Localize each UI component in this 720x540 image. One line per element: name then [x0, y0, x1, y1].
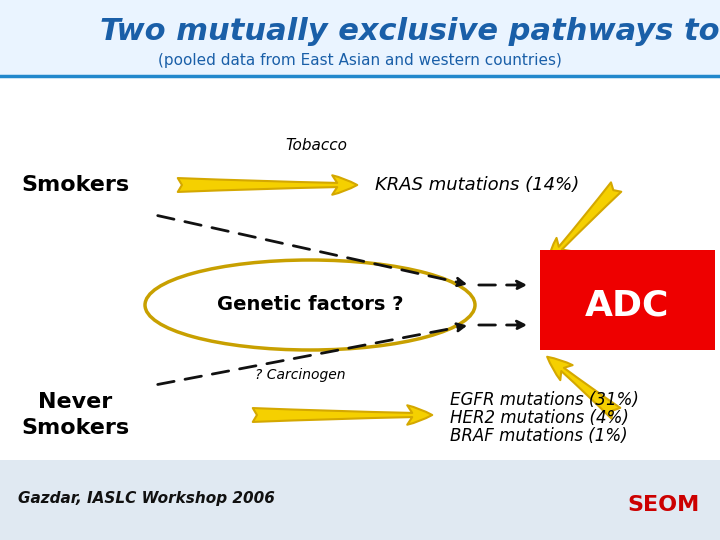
Text: HER2 mutations (4%): HER2 mutations (4%) [450, 409, 629, 427]
Text: KRAS mutations (14%): KRAS mutations (14%) [375, 176, 580, 194]
Text: Genetic factors ?: Genetic factors ? [217, 295, 403, 314]
Text: Smokers: Smokers [21, 175, 129, 195]
FancyBboxPatch shape [540, 250, 715, 350]
Text: SEOM: SEOM [628, 495, 700, 515]
FancyBboxPatch shape [0, 0, 720, 75]
Text: (pooled data from East Asian and western countries): (pooled data from East Asian and western… [158, 52, 562, 68]
Text: BRAF mutations (1%): BRAF mutations (1%) [450, 427, 628, 445]
Text: ? Carcinogen: ? Carcinogen [255, 368, 346, 382]
Text: EGFR mutations (31%): EGFR mutations (31%) [450, 391, 639, 409]
Text: ADC: ADC [585, 288, 669, 322]
Text: Gazdar, IASLC Workshop 2006: Gazdar, IASLC Workshop 2006 [18, 490, 275, 505]
Text: Tobacco: Tobacco [285, 138, 347, 152]
FancyBboxPatch shape [0, 460, 720, 540]
Text: Never
Smokers: Never Smokers [21, 392, 129, 438]
Ellipse shape [145, 260, 475, 350]
Text: Two mutually exclusive pathways to lung ADC: Two mutually exclusive pathways to lung … [100, 17, 720, 46]
